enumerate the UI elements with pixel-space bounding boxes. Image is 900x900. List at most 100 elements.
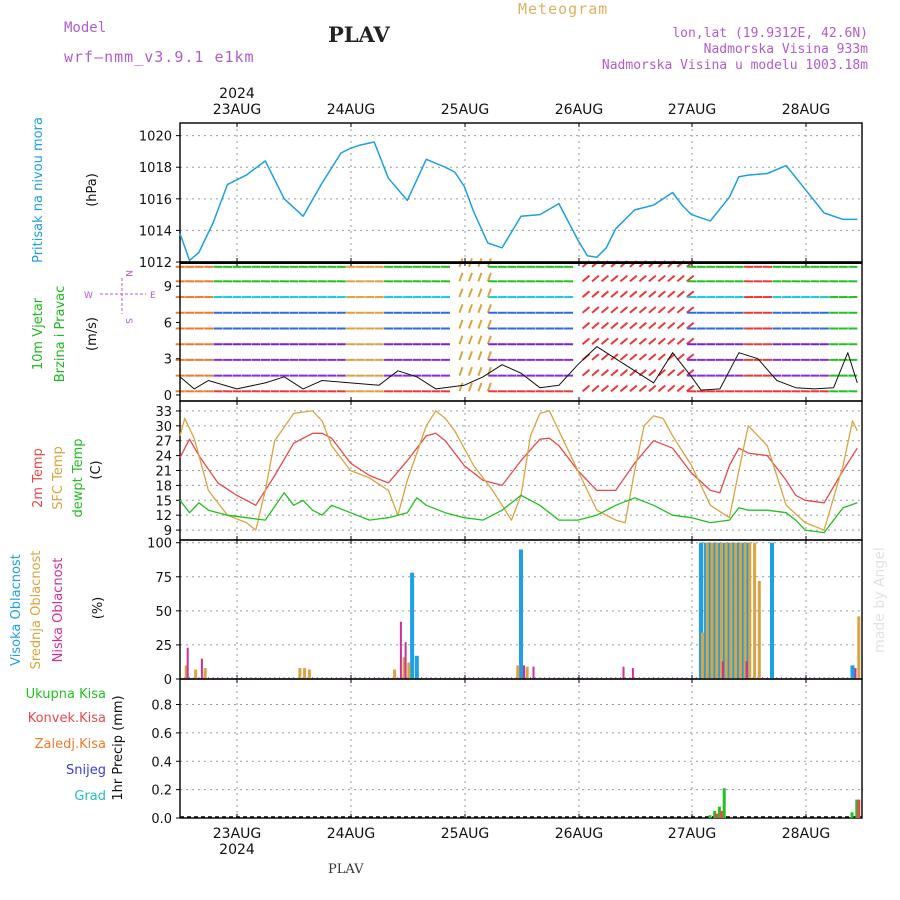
cloud-mid-bar: [402, 657, 406, 679]
wind-barb: [581, 369, 591, 377]
wind-barb: [591, 274, 600, 283]
y-tick-label: 3: [164, 353, 172, 368]
wind-barb: [676, 384, 685, 393]
compass-e: E: [150, 291, 156, 301]
wind-barb: [629, 306, 638, 314]
pressure-axis-title: Pritisak na nivou mora: [31, 117, 46, 263]
wind-barb: [648, 384, 657, 393]
bottom-date-labels: 23AUG 24AUG 25AUG 26AUG 27AUG 28AUG: [213, 826, 831, 842]
y-tick-label: 18: [155, 479, 172, 494]
y-tick-label: 0: [164, 389, 172, 404]
wind-barb: [581, 306, 591, 314]
wind-barb: [619, 290, 629, 298]
wind-barb: [458, 272, 464, 282]
y-tick-label: 0.0: [151, 812, 172, 827]
y-tick-label: 27: [155, 435, 172, 450]
cloud-mid-bar: [194, 669, 198, 679]
cloud-mid-bar: [857, 616, 861, 679]
y-tick-label: 0: [164, 673, 172, 688]
meteogram-title: Meteogram: [518, 0, 609, 18]
precip-total-bar: [708, 815, 712, 818]
wind-barb: [629, 353, 638, 361]
wind-barb: [467, 351, 473, 361]
wind-barb: [600, 321, 610, 330]
wind-barb: [657, 353, 666, 361]
bottom-date-label: 26AUG: [555, 826, 604, 842]
precip-legend-total: Ukupna Kisa: [26, 687, 106, 702]
wind-barb: [591, 337, 600, 345]
cloud-high-bar: [410, 572, 415, 679]
model-name: wrf—nmm_v3.9.1 e1km: [64, 48, 255, 66]
wind-barb: [610, 369, 619, 377]
temp-unit: (C): [89, 460, 104, 479]
bottom-date-label: 27AUG: [668, 826, 717, 842]
temp-axis-title-3: dewpt Temp: [71, 438, 86, 517]
wind-barb: [657, 384, 666, 393]
bottom-date-label: 23AUG: [213, 826, 262, 842]
y-tick-label: 21: [155, 465, 172, 480]
cloud-high-bar: [519, 549, 523, 679]
wind-barb: [467, 303, 473, 314]
precip-conv-bar: [719, 810, 723, 818]
compass-n: N: [123, 270, 133, 277]
wind-barb: [591, 384, 600, 393]
pressure-line: [179, 141, 858, 262]
cloud-mid-bar: [724, 542, 728, 679]
wind-barb: [676, 369, 685, 377]
y-tick-label: 1018: [139, 161, 172, 176]
cloud-mid-bar: [307, 669, 311, 679]
temp-axis-title-1: 2m Temp: [31, 448, 46, 508]
wind-barb: [638, 353, 647, 361]
wind-barb: [477, 303, 483, 314]
cloud-mid-bar: [734, 542, 738, 679]
wind-barb: [458, 382, 464, 392]
cloud-mid-bar: [719, 542, 723, 679]
wind-barb: [458, 303, 464, 314]
wind-barb: [676, 306, 685, 314]
cloud-mid-bar: [705, 542, 709, 679]
cloud-low-bar: [186, 647, 189, 679]
wind-barb: [600, 384, 610, 393]
wind-barb: [619, 306, 629, 314]
wind-barb: [467, 288, 473, 298]
wind-barb: [648, 306, 657, 314]
y-tick-label: 25: [155, 639, 172, 654]
wind-barb: [619, 384, 629, 393]
cloud-mid-bar: [407, 662, 411, 679]
precip-total-bar: [850, 812, 854, 818]
wind-barb: [467, 272, 473, 282]
wind-barb: [486, 382, 492, 392]
compass-s: S: [123, 318, 133, 324]
y-tick-label: 9: [164, 524, 172, 539]
cloud-mid-bar: [525, 666, 529, 679]
wind-barb: [486, 351, 492, 361]
precip-legend-snow: Snijeg: [66, 763, 106, 778]
wind-barb: [467, 319, 473, 329]
wind-barb: [610, 321, 619, 330]
top-year-label: 2024: [219, 86, 255, 102]
wind-barb: [657, 274, 666, 283]
wind-barb: [629, 337, 638, 345]
top-date-label: 23AUG: [213, 102, 262, 118]
y-tick-label: 1020: [139, 130, 172, 145]
wind-barb: [591, 306, 600, 314]
wind-barb: [458, 319, 464, 329]
precip-legend-conv: Konvek.Kisa: [28, 711, 106, 726]
top-date-label: 28AUG: [782, 102, 831, 118]
cloud-axis-title-3: Niska Oblacnost: [51, 558, 66, 663]
y-tick-label: 12: [155, 509, 172, 524]
wind-barb: [610, 353, 619, 361]
wind-barb: [467, 382, 473, 392]
wind-barb: [657, 369, 666, 377]
precip-legend-grad: Grad: [74, 789, 106, 804]
cloud-mid-bar: [729, 542, 733, 679]
wind-barb: [486, 319, 492, 329]
wind-barb: [477, 351, 483, 361]
wind-barb: [591, 321, 600, 330]
wind-barb: [648, 290, 657, 298]
wind-barb: [477, 366, 483, 376]
temp-axis-title-2: SFC Temp: [51, 446, 66, 510]
t2m-line: [179, 432, 858, 506]
cloud-mid-bar: [298, 668, 302, 679]
